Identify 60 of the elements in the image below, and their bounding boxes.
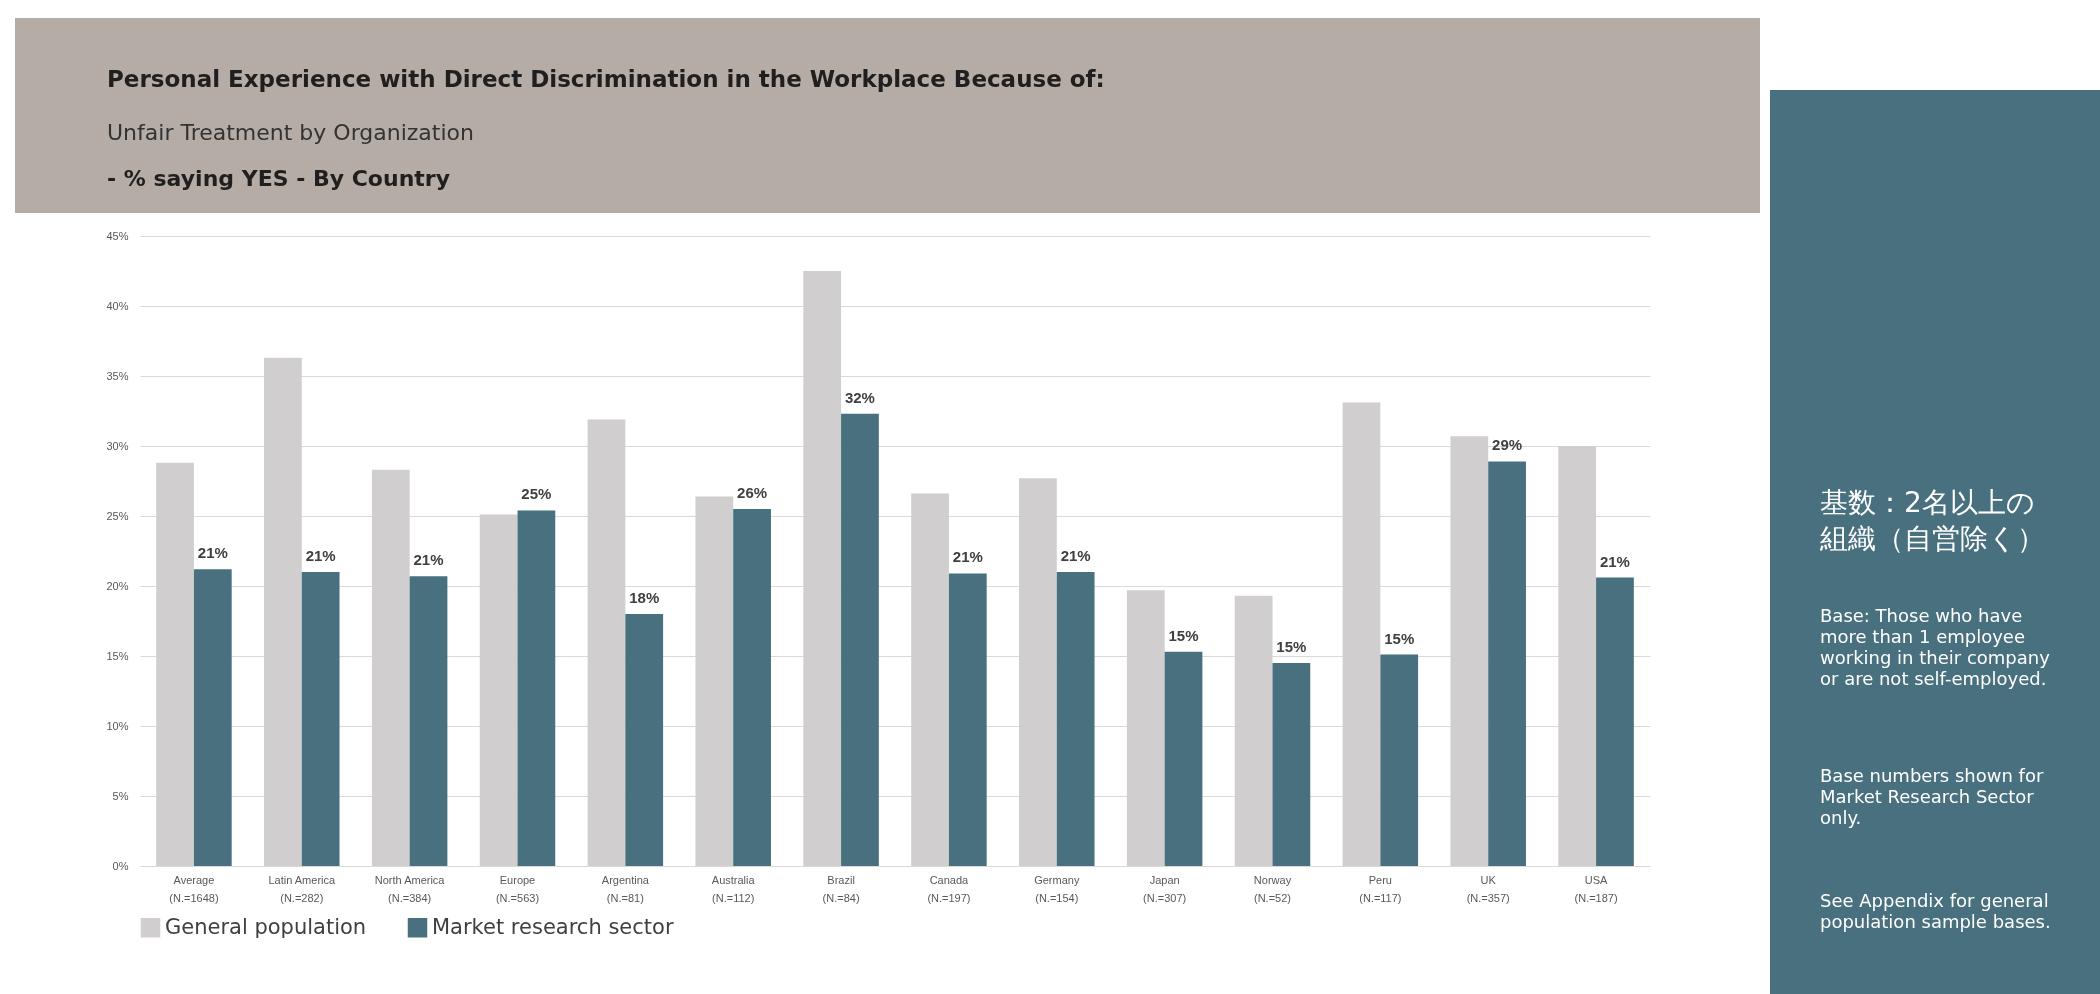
data-label: 32% xyxy=(844,388,875,406)
x-tick-label: Germany (N.=154) xyxy=(1034,873,1080,904)
bar xyxy=(733,509,771,866)
legend-label: General population xyxy=(165,914,367,939)
y-tick-label: 15% xyxy=(106,649,129,662)
bar xyxy=(1164,651,1203,866)
x-tick-label: Argentina (N.=81) xyxy=(601,873,650,904)
y-tick-label: 35% xyxy=(106,369,129,382)
bar xyxy=(1056,572,1095,866)
y-tick-label: 30% xyxy=(106,439,129,452)
bar xyxy=(301,572,340,866)
bar xyxy=(1596,577,1634,866)
text: Base numbers shown for Market Research Sector only. xyxy=(1820,765,2045,828)
data-label: 21% xyxy=(197,544,228,562)
legend-label: Market research sector xyxy=(432,914,674,939)
chart-title: Personal Experience with Direct Discrimination in the Workplace Because of: xyxy=(107,66,1105,92)
data-label: 21% xyxy=(1060,547,1091,564)
data-label: 18% xyxy=(629,589,660,606)
data-label: 15% xyxy=(1276,638,1307,655)
text: See Appendix for general population sample bases. xyxy=(1820,890,2052,932)
x-tick-label: Latin America (N.=282) xyxy=(268,873,336,904)
bar xyxy=(625,614,664,866)
y-tick-label: 40% xyxy=(106,299,129,312)
data-label: 15% xyxy=(1168,626,1199,644)
bar xyxy=(1488,461,1526,866)
data-label: 29% xyxy=(1492,436,1523,454)
data-label: 21% xyxy=(413,551,444,569)
bar xyxy=(409,576,448,866)
text: 基数：2名以上の組織（自営除く） xyxy=(1820,485,2046,557)
data-label: 25% xyxy=(521,485,552,503)
bar xyxy=(841,413,879,866)
x-tick-label: Canada (N.=197) xyxy=(927,873,971,904)
y-tick-label: 45% xyxy=(106,229,129,242)
x-tick-label: Brazil (N.=84) xyxy=(822,873,860,904)
x-tick-label: UK (N.=357) xyxy=(1466,873,1510,904)
x-tick-label: North America (N.=384) xyxy=(374,873,446,904)
bar xyxy=(1272,663,1311,866)
x-tick-label: Japan (N.=307) xyxy=(1143,873,1187,904)
data-label: 21% xyxy=(1599,552,1630,570)
y-tick-label: 25% xyxy=(106,509,129,522)
data-label: 15% xyxy=(1384,629,1415,647)
data-label: 21% xyxy=(305,547,336,564)
x-tick-label: USA (N.=187) xyxy=(1574,873,1618,904)
x-tick-label: Europe (N.=563) xyxy=(495,873,540,904)
y-tick-label: 5% xyxy=(112,789,129,802)
x-tick-label: Average (N.=1648) xyxy=(169,873,219,904)
text: Base: Those who have more than 1 employee working in their company or are not self-employed. xyxy=(1820,605,2051,689)
bar xyxy=(517,510,556,866)
y-tick-label: 10% xyxy=(106,719,129,732)
bar xyxy=(948,573,987,866)
bar xyxy=(193,569,232,866)
chart-subtitle: Unfair Treatment by Organization - % saying YES - By Country xyxy=(107,119,474,193)
bar xyxy=(1380,654,1419,866)
x-tick-label: Norway (N.=52) xyxy=(1253,873,1292,904)
y-tick-label: 0% xyxy=(112,859,129,872)
y-tick-label: 20% xyxy=(106,579,129,592)
data-label: 26% xyxy=(737,484,768,501)
data-label: 21% xyxy=(952,548,983,566)
x-tick-label: Australia (N.=112) xyxy=(711,873,756,904)
x-tick-label: Peru (N.=117) xyxy=(1359,873,1402,904)
